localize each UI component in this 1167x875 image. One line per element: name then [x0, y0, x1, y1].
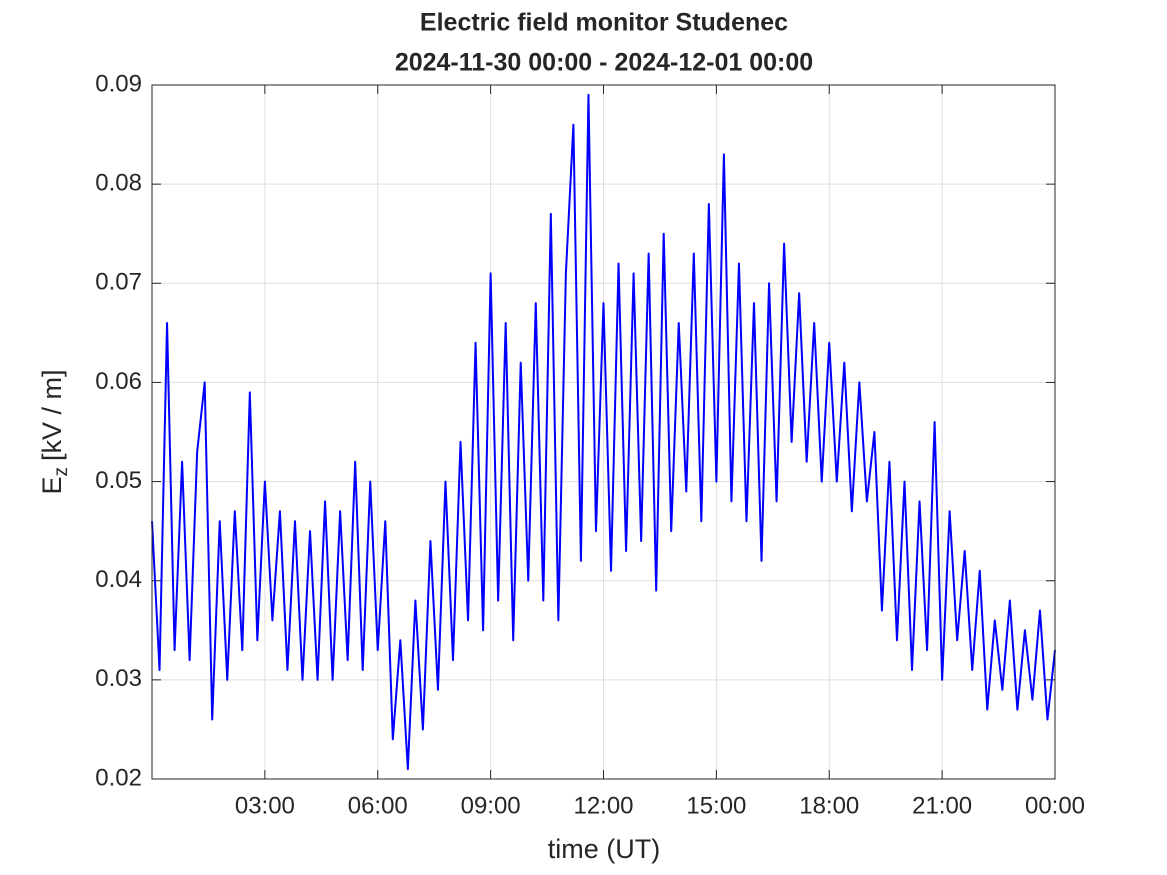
- y-tick-label: 0.07: [95, 269, 142, 296]
- y-tick-label: 0.02: [95, 764, 142, 791]
- y-axis-label: Ez [kV / m]: [37, 369, 72, 494]
- x-tick-label: 03:00: [235, 792, 295, 819]
- axes-box: [151, 84, 1056, 780]
- x-tick-label: 15:00: [686, 792, 746, 819]
- y-tick-label: 0.06: [95, 368, 142, 395]
- chart-subtitle: 2024-11-30 00:00 - 2024-12-01 00:00: [395, 49, 813, 77]
- y-tick-label: 0.04: [95, 566, 142, 593]
- x-tick-label: 18:00: [799, 792, 859, 819]
- x-tick-label: 06:00: [348, 792, 408, 819]
- y-tick-label: 0.09: [95, 70, 142, 97]
- y-label-unit: [kV / m]: [37, 369, 67, 461]
- x-tick-label: 21:00: [912, 792, 972, 819]
- y-tick-label: 0.03: [95, 665, 142, 692]
- y-tick-label: 0.08: [95, 169, 142, 196]
- y-label-subscript: z: [51, 467, 72, 477]
- chart-title: Electric field monitor Studenec: [420, 9, 788, 37]
- x-tick-label: 00:00: [1025, 792, 1085, 819]
- x-tick-label: 12:00: [573, 792, 633, 819]
- x-tick-label: 09:00: [461, 792, 521, 819]
- data-line: [151, 93, 1056, 771]
- y-tick-label: 0.05: [95, 467, 142, 494]
- y-label-symbol: E: [37, 477, 67, 495]
- x-axis-label: time (UT): [548, 834, 660, 864]
